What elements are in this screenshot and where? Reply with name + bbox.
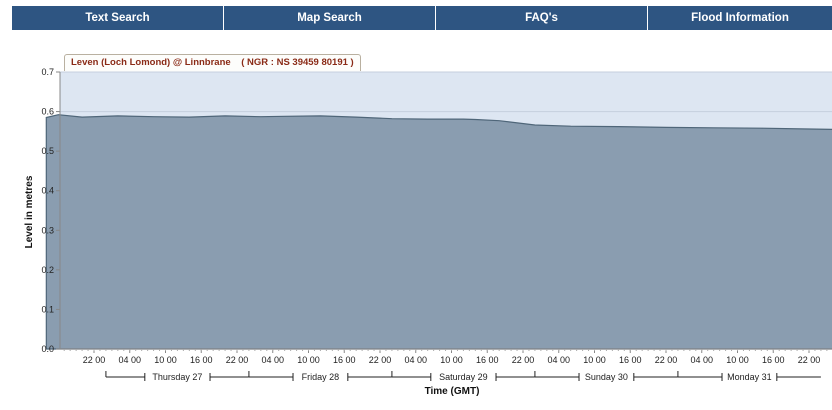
y-tick-label: 0.6 <box>41 107 54 117</box>
y-tick-label: 0.7 <box>41 67 54 77</box>
x-tick-label: 22 00 <box>226 355 249 365</box>
x-tick-label: 10 00 <box>726 355 749 365</box>
nav-flood-information[interactable]: Flood Information <box>648 6 832 30</box>
x-tick-label: 04 00 <box>118 355 141 365</box>
y-tick-label: 0.4 <box>41 186 54 196</box>
x-tick-label: 04 00 <box>690 355 713 365</box>
x-tick-label: 16 00 <box>333 355 356 365</box>
x-tick-label: 16 00 <box>190 355 213 365</box>
x-tick-label: 22 00 <box>655 355 678 365</box>
x-tick-label: 22 00 <box>798 355 821 365</box>
x-tick-label: 22 00 <box>369 355 392 365</box>
top-nav: Text Search Map Search FAQ's Flood Infor… <box>12 6 832 30</box>
day-label: Thursday 27 <box>152 372 202 382</box>
day-brackets: Thursday 27 Friday 28 Saturday 29 Sunday 30… <box>105 371 821 382</box>
level-area <box>45 114 832 350</box>
y-ticks: 0.0 0.1 0.2 0.3 0.4 0.5 0.6 0.7 <box>41 67 60 354</box>
day-label: Monday 31 <box>727 372 772 382</box>
x-tick-label: 22 00 <box>83 355 106 365</box>
day-label: Friday 28 <box>302 372 340 382</box>
day-label: Saturday 29 <box>439 372 488 382</box>
y-tick-label: 0.0 <box>41 344 54 354</box>
x-axis-label: Time (GMT) <box>425 386 480 397</box>
y-axis-label: Level in metres <box>24 175 35 248</box>
x-ticks: 22 00 04 00 10 00 16 00 22 00 04 00 10 00 16 00… <box>63 349 828 365</box>
x-tick-label: 10 00 <box>297 355 320 365</box>
station-title-tab[interactable]: Leven (Loch Lomond) @ Linnbrane ( NGR : … <box>64 54 361 71</box>
x-tick-label: 22 00 <box>512 355 535 365</box>
y-tick-label: 0.1 <box>41 304 54 314</box>
y-tick-label: 0.2 <box>41 265 54 275</box>
nav-text-search[interactable]: Text Search <box>12 6 224 30</box>
y-tick-label: 0.5 <box>41 146 54 156</box>
x-tick-label: 04 00 <box>261 355 284 365</box>
x-tick-label: 10 00 <box>583 355 606 365</box>
day-label: Sunday 30 <box>585 372 628 382</box>
x-tick-label: 16 00 <box>619 355 642 365</box>
x-tick-label: 16 00 <box>762 355 785 365</box>
x-tick-label: 04 00 <box>404 355 427 365</box>
x-tick-label: 10 00 <box>154 355 177 365</box>
x-tick-label: 16 00 <box>476 355 499 365</box>
x-tick-label: 10 00 <box>440 355 463 365</box>
nav-map-search[interactable]: Map Search <box>224 6 436 30</box>
nav-faqs[interactable]: FAQ's <box>436 6 648 30</box>
y-tick-label: 0.3 <box>41 225 54 235</box>
x-tick-label: 04 00 <box>547 355 570 365</box>
